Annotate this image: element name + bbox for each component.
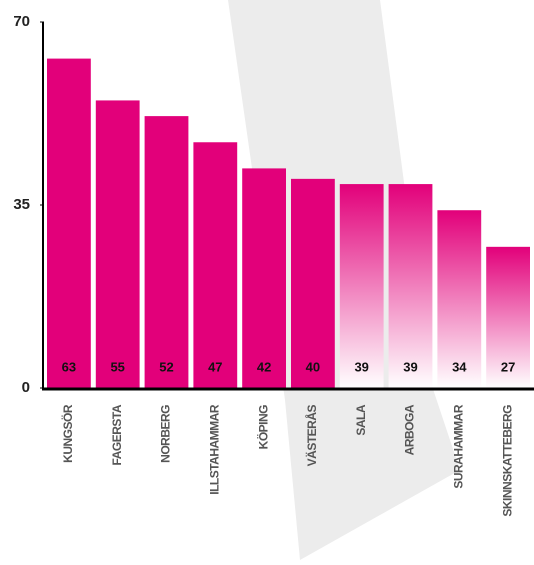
value-label: 34: [452, 359, 467, 374]
y-tick-label: 0: [22, 379, 30, 396]
bar: [144, 116, 189, 388]
value-label: 40: [306, 359, 320, 374]
x-tick-label: KUNGSÖR: [60, 404, 75, 463]
y-tick-label: 70: [13, 13, 30, 30]
bar: [242, 168, 286, 388]
bar: [388, 184, 433, 388]
bar: [291, 178, 335, 388]
x-tick-label: ARBOGA: [403, 404, 417, 455]
bar: [95, 100, 140, 388]
value-label: 27: [501, 359, 515, 374]
value-label: 55: [110, 359, 124, 374]
bar: [47, 58, 91, 388]
bar: [486, 246, 530, 388]
x-tick-label: VÄSTERÅS: [304, 405, 319, 467]
bar: [339, 184, 384, 388]
x-tick-label: SKINNSKATTEBERG: [500, 405, 514, 517]
x-tick-label: NORBERG: [159, 405, 173, 463]
value-label: 39: [403, 359, 417, 374]
value-label: 52: [159, 359, 173, 374]
bar: [437, 210, 482, 388]
x-tick-label: ILLSTAHAMMAR: [207, 404, 221, 495]
x-tick-label: FAGERSTA: [110, 404, 124, 465]
x-tick-label: SURAHAMMAR: [451, 404, 465, 488]
bar: [193, 142, 238, 388]
x-tick-label: KÖPING: [255, 405, 270, 450]
value-label: 47: [208, 359, 222, 374]
value-label: 42: [257, 359, 271, 374]
value-label: 63: [62, 359, 76, 374]
y-tick-label: 35: [13, 196, 30, 213]
value-label: 39: [354, 359, 368, 374]
x-tick-label: SALA: [354, 404, 368, 436]
